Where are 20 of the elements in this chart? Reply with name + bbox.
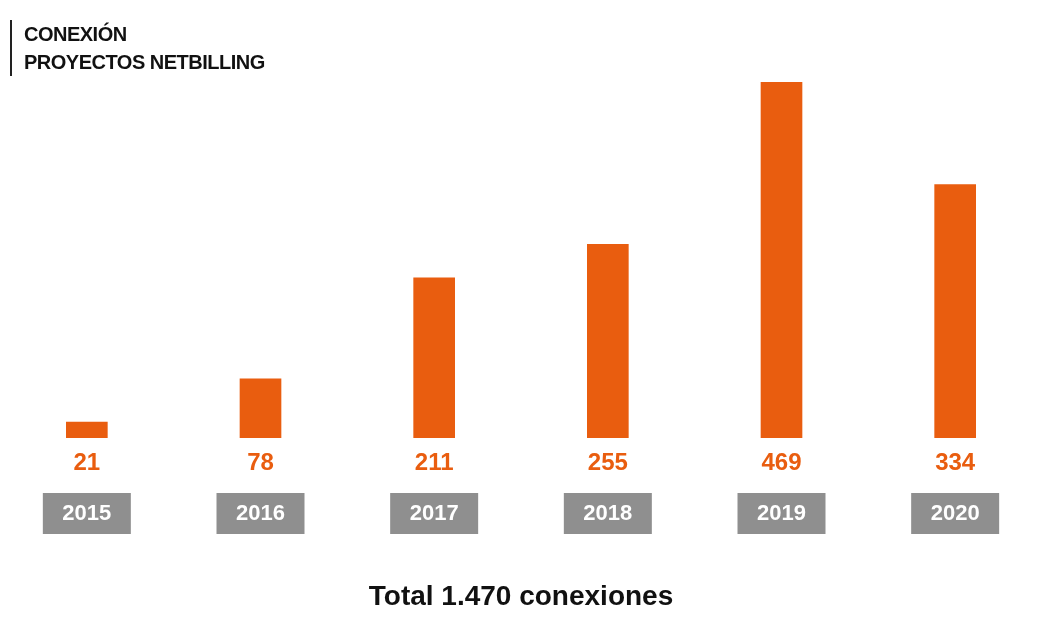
- text: Total 1.470 conexiones: [367, 580, 675, 612]
- data-label: 78: [247, 447, 274, 475]
- x-tick-label: 2019: [757, 500, 806, 526]
- bar: [413, 277, 455, 438]
- data-label: 211: [414, 447, 454, 475]
- x-tick-label: 2018: [583, 500, 633, 526]
- bar: [239, 378, 282, 438]
- data-label: 334: [935, 447, 976, 475]
- x-tick-label: 2015: [62, 500, 112, 526]
- data-label: 21: [73, 447, 101, 475]
- x-tick-label: 2020: [930, 500, 980, 526]
- bar: [66, 421, 108, 438]
- bar: [934, 184, 976, 438]
- x-tick-label: 2017: [409, 500, 459, 526]
- x-tick-label: 2016: [236, 500, 285, 526]
- chart-title: CONEXIÓN PROYECTOS NETBILLING: [10, 20, 265, 76]
- bar: [760, 82, 803, 438]
- data-label: 469: [761, 447, 802, 475]
- data-label: 255: [587, 447, 628, 475]
- bar: [587, 244, 629, 438]
